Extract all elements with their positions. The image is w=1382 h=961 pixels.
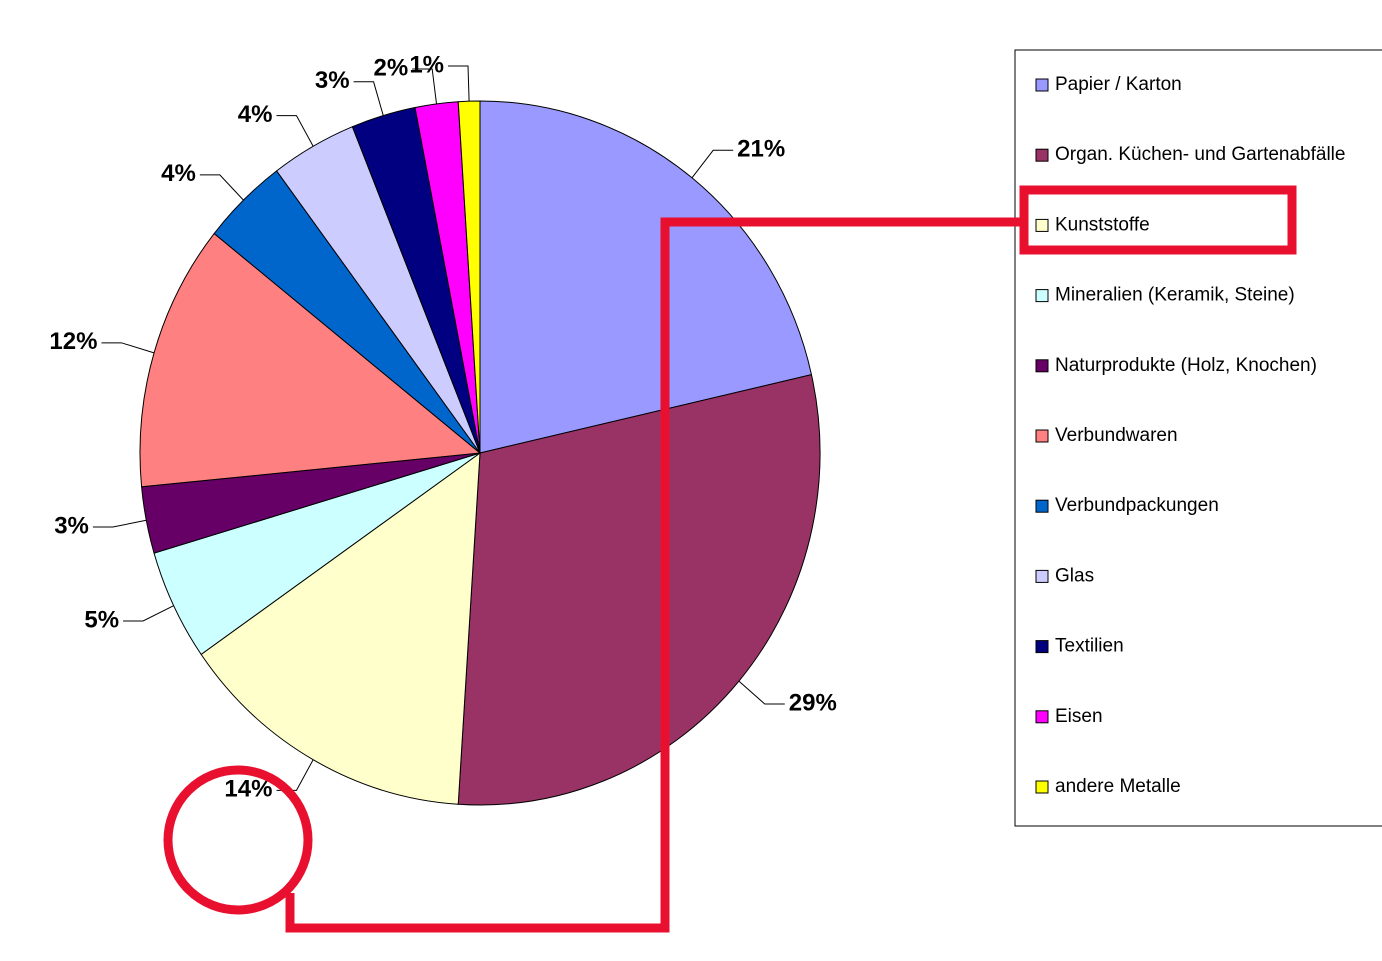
leader-line [101,342,155,354]
connector [285,217,1024,933]
legend-swatch [1035,429,1049,443]
pie-slice [479,100,813,454]
legend-label: Kunststoffe [1055,214,1150,235]
legend: Papier / Karton Organ. Küchen- und Garten… [1035,74,1345,797]
pie-slice [457,374,821,806]
legend-label: andere Metalle [1055,776,1181,797]
data-label: 4% [161,160,196,187]
legend-label: Papier / Karton [1055,74,1182,95]
legend-label: Eisen [1055,706,1103,727]
data-label: 3% [315,67,350,94]
legend-label: Verbundwaren [1055,425,1178,446]
leader-line [691,149,734,179]
leader-line [276,115,314,147]
leader-line [92,519,147,528]
data-label: 5% [84,606,119,633]
legend-label: Naturprodukte (Holz, Knochen) [1055,355,1317,376]
legend-label: Mineralien (Keramik, Steine) [1055,285,1295,306]
legend-label: Organ. Küchen- und Gartenabfälle [1055,144,1345,165]
legend-swatch [1035,710,1049,724]
annotation [163,185,1297,933]
legend-swatch [1035,78,1049,92]
legend-swatch [1035,218,1049,232]
leader-line [353,81,384,116]
pie: 21% 29% 14% 5% 3% 12% 4% 4% 3% 2% 1% [49,51,837,806]
legend-label: Textilien [1055,636,1124,657]
leader-line [199,174,244,201]
leader-line [738,680,785,705]
legend-label: Verbundpackungen [1055,495,1219,516]
data-label: 3% [54,512,89,539]
data-label: 29% [789,689,837,716]
leader-line [123,605,174,622]
data-label: 12% [49,328,97,355]
data-label: 14% [224,776,272,803]
highlight-circle [163,765,313,915]
legend-swatch [1035,499,1049,513]
legend-swatch [1035,148,1049,162]
data-label: 4% [238,101,273,128]
legend-swatch [1035,289,1049,303]
legend-label: Glas [1055,565,1094,586]
data-label: 21% [737,136,785,163]
leader-line [412,68,438,104]
legend-swatch [1035,640,1049,654]
legend-box [1014,49,1382,827]
data-label: 2% [373,54,408,81]
legend-swatch [1035,780,1049,794]
leader-line [448,65,470,102]
legend-swatch [1035,569,1049,583]
data-label: 1% [409,51,444,78]
legend-swatch [1035,359,1049,373]
pie-slice [200,451,481,805]
